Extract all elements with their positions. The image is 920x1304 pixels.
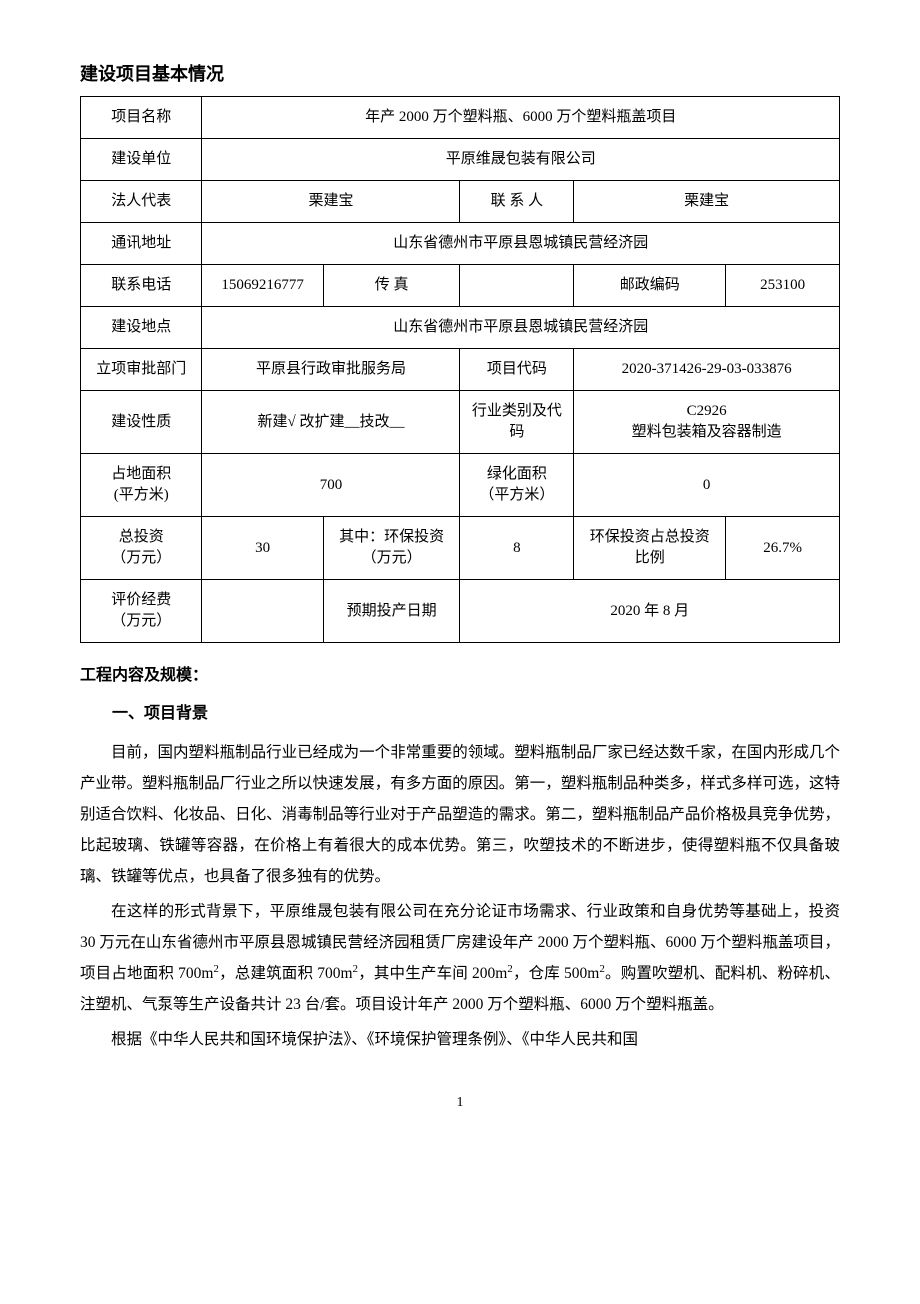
cell-label: 传 真 — [323, 265, 460, 307]
p2-text-d: ，仓库 500m — [513, 965, 600, 982]
cell-label: 其中：环保投资 （万元） — [323, 517, 460, 580]
cell-label: 立项审批部门 — [81, 349, 202, 391]
cell-label: 环保投资占总投资比例 — [574, 517, 726, 580]
cell-value — [460, 265, 574, 307]
cell-label: 通讯地址 — [81, 223, 202, 265]
cell-label: 预期投产日期 — [323, 580, 460, 643]
cell-value: 30 — [202, 517, 323, 580]
cell-label: 占地面积 (平方米) — [81, 454, 202, 517]
cell-value: 山东省德州市平原县恩城镇民营经济园 — [202, 307, 840, 349]
paragraph-2: 在这样的形式背景下，平原维晟包装有限公司在充分论证市场需求、行业政策和自身优势等… — [80, 896, 840, 1020]
cell-label: 建设地点 — [81, 307, 202, 349]
cell-value: 8 — [460, 517, 574, 580]
cell-value: 山东省德州市平原县恩城镇民营经济园 — [202, 223, 840, 265]
cell-label: 绿化面积 （平方米） — [460, 454, 574, 517]
cell-value: 2020-371426-29-03-033876 — [574, 349, 840, 391]
cell-value: 栗建宝 — [574, 181, 840, 223]
cell-label: 联 系 人 — [460, 181, 574, 223]
cell-label: 行业类别及代码 — [460, 391, 574, 454]
cell-value: 平原县行政审批服务局 — [202, 349, 460, 391]
page-number: 1 — [80, 1095, 840, 1111]
cell-label: 项目代码 — [460, 349, 574, 391]
cell-value: 0 — [574, 454, 840, 517]
paragraph-1: 目前，国内塑料瓶制品行业已经成为一个非常重要的领域。塑料瓶制品厂家已经达数千家，… — [80, 737, 840, 892]
cell-value: 253100 — [726, 265, 840, 307]
table-row: 总投资 （万元） 30 其中：环保投资 （万元） 8 环保投资占总投资比例 26… — [81, 517, 840, 580]
table-row: 通讯地址 山东省德州市平原县恩城镇民营经济园 — [81, 223, 840, 265]
table-row: 建设性质 新建√ 改扩建__技改__ 行业类别及代码 C2926 塑料包装箱及容… — [81, 391, 840, 454]
table-row: 建设单位 平原维晟包装有限公司 — [81, 139, 840, 181]
table-row: 建设地点 山东省德州市平原县恩城镇民营经济园 — [81, 307, 840, 349]
p2-text-b: ，总建筑面积 700m — [219, 965, 353, 982]
cell-value: 2020 年 8 月 — [460, 580, 840, 643]
cell-value: C2926 塑料包装箱及容器制造 — [574, 391, 840, 454]
cell-label: 总投资 （万元） — [81, 517, 202, 580]
table-row: 法人代表 栗建宝 联 系 人 栗建宝 — [81, 181, 840, 223]
cell-value: 26.7% — [726, 517, 840, 580]
section-heading: 工程内容及规模： — [80, 661, 840, 685]
paragraph-3: 根据《中华人民共和国环境保护法》、《环境保护管理条例》、《中华人民共和国 — [80, 1024, 840, 1055]
cell-value: 新建√ 改扩建__技改__ — [202, 391, 460, 454]
project-info-table: 项目名称 年产 2000 万个塑料瓶、6000 万个塑料瓶盖项目 建设单位 平原… — [80, 96, 840, 643]
sub-heading: 一、项目背景 — [80, 699, 840, 723]
cell-label: 项目名称 — [81, 97, 202, 139]
cell-label: 评价经费 （万元） — [81, 580, 202, 643]
cell-label: 法人代表 — [81, 181, 202, 223]
table-row: 立项审批部门 平原县行政审批服务局 项目代码 2020-371426-29-03… — [81, 349, 840, 391]
cell-value: 15069216777 — [202, 265, 323, 307]
table-row: 联系电话 15069216777 传 真 邮政编码 253100 — [81, 265, 840, 307]
cell-label: 邮政编码 — [574, 265, 726, 307]
table-row: 评价经费 （万元） 预期投产日期 2020 年 8 月 — [81, 580, 840, 643]
cell-label: 联系电话 — [81, 265, 202, 307]
cell-value: 年产 2000 万个塑料瓶、6000 万个塑料瓶盖项目 — [202, 97, 840, 139]
cell-value — [202, 580, 323, 643]
table-row: 占地面积 (平方米) 700 绿化面积 （平方米） 0 — [81, 454, 840, 517]
cell-label: 建设性质 — [81, 391, 202, 454]
p2-text-c: ，其中生产车间 200m — [358, 965, 507, 982]
cell-value: 栗建宝 — [202, 181, 460, 223]
page-title: 建设项目基本情况 — [80, 60, 840, 86]
cell-value: 平原维晟包装有限公司 — [202, 139, 840, 181]
cell-value: 700 — [202, 454, 460, 517]
table-row: 项目名称 年产 2000 万个塑料瓶、6000 万个塑料瓶盖项目 — [81, 97, 840, 139]
cell-label: 建设单位 — [81, 139, 202, 181]
